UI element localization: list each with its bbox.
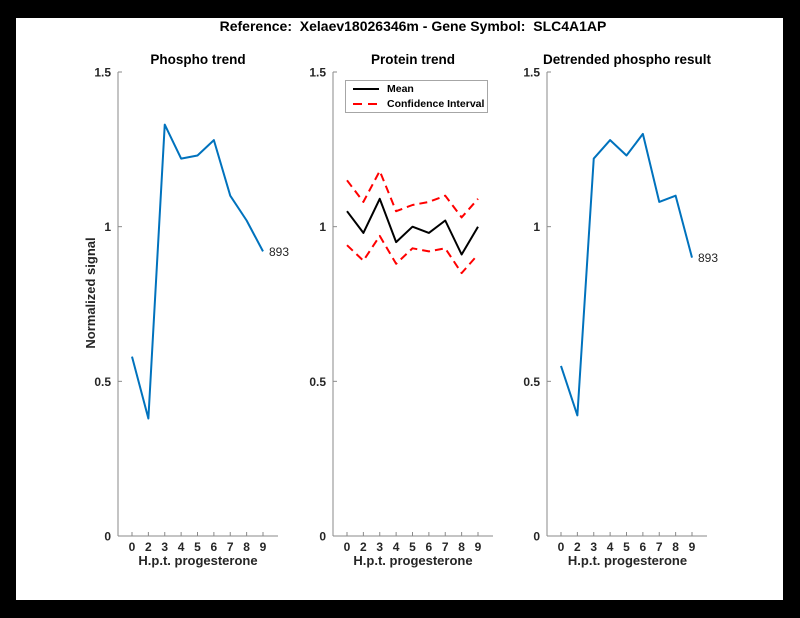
x-tick-label: 5 [194,540,201,554]
x-tick-label: 9 [689,540,696,554]
y-tick-label: 1 [319,220,326,234]
x-tick-label: 0 [558,540,565,554]
x-tick-label: 3 [590,540,597,554]
x-tick-label: 5 [409,540,416,554]
y-tick-label: 0.5 [523,375,540,389]
x-tick-label: 4 [607,540,614,554]
y-tick-label: 0.5 [309,375,326,389]
x-tick-label: 7 [656,540,663,554]
x-tick-label: 4 [178,540,185,554]
figure-title: Reference: Xelaev18026346m - Gene Symbol… [219,18,607,34]
legend-item-confidence-interval: Confidence Interval [346,98,487,110]
confidence-lower-line [346,234,479,275]
x-tick-label: 4 [393,540,400,554]
confidence-upper-line [346,170,479,219]
y-tick-label: 1.5 [309,66,326,80]
phospho-signal-line [131,123,264,420]
x-tick-label: 0 [344,540,351,554]
y-tick-label: 0 [319,530,326,544]
legend-item-mean: Mean [346,83,487,95]
x-axis-label-1: H.p.t. progesterone [138,553,258,568]
x-tick-label: 9 [475,540,482,554]
x-tick-label: 8 [243,540,250,554]
protein-trend-plot: 00.511.50 2 3 4 5 6 7 8 9 [309,66,493,554]
legend: Mean Confidence Interval [345,80,488,113]
x-axis-label-2: H.p.t. progesterone [353,553,473,568]
x-axis-label-3: H.p.t. progesterone [567,553,688,568]
x-tick-label: 8 [672,540,679,554]
legend-label-mean: Mean [387,83,414,95]
detrended-phospho-signal-line [560,132,693,417]
y-tick-label: 0 [533,530,540,544]
x-tick-label: 9 [260,540,267,554]
x-tick-label: 8 [458,540,465,554]
subplot-title-phospho-trend: Phospho trend [150,52,246,67]
y-tick-label: 1 [104,220,111,234]
x-tick-label: 3 [376,540,383,554]
y-tick-label: 0 [104,530,111,544]
y-tick-label: 1.5 [523,66,540,80]
figure-canvas [16,18,783,600]
x-tick-label: 7 [442,540,449,554]
series-end-label: 893 [698,251,718,265]
series-end-label: 893 [269,245,289,259]
x-tick-label: 5 [623,540,630,554]
x-tick-label: 2 [145,540,152,554]
subplot-title-detrended-result: Detrended phospho result [542,52,711,67]
confidence-interval-line-sample-icon [353,102,379,106]
x-tick-label: 3 [161,540,168,554]
x-tick-label: 2 [360,540,367,554]
x-tick-label: 2 [574,540,581,554]
legend-label-confidence-interval: Confidence Interval [387,98,485,110]
y-tick-label: 0.5 [94,375,111,389]
x-tick-label: 6 [426,540,433,554]
x-tick-label: 7 [227,540,234,554]
y-tick-label: 1.5 [94,66,111,80]
x-tick-label: 0 [129,540,136,554]
y-tick-label: 1 [533,220,540,234]
mean-line-sample-icon [353,88,379,90]
x-tick-label: 6 [211,540,218,554]
mean-line [346,197,479,256]
x-tick-label: 6 [640,540,647,554]
subplot-title-protein-trend: Protein trend [370,52,455,67]
